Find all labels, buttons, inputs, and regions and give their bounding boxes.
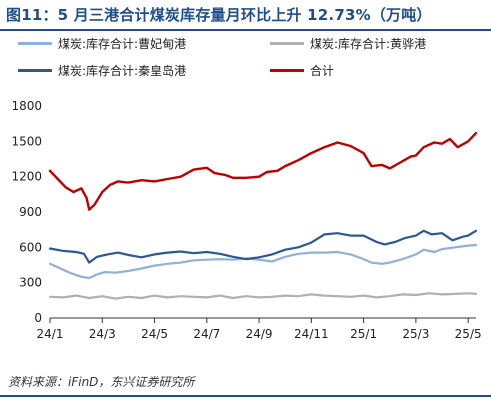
- y-axis: 0 300 600 900 1200 1500 1800: [11, 99, 42, 325]
- x-tick-label: 24/3: [89, 327, 116, 341]
- legend-item-total: 合计: [270, 62, 334, 79]
- y-tick-label: 900: [19, 205, 42, 219]
- source-note: 资料来源：iFinD，东兴证券研究所: [8, 375, 195, 389]
- series-line-qinhuangdao: [48, 229, 478, 264]
- x-tick-label: 24/1: [37, 327, 64, 341]
- series-layer: [48, 131, 478, 300]
- title-divider: [0, 29, 491, 31]
- x-axis: 24/1 24/3 24/5 24/7 24/9 24/11 25/1 25/3 25/5: [37, 317, 482, 341]
- bottom-divider: [0, 395, 491, 397]
- x-tick-label: 25/3: [402, 327, 429, 341]
- legend-label-huanghua: 煤炭:库存合计:黄骅港: [310, 37, 427, 51]
- x-tick-label: 24/11: [294, 327, 329, 341]
- y-tick-label: 600: [19, 240, 42, 254]
- legend-item-huanghua: 煤炭:库存合计:黄骅港: [270, 35, 426, 52]
- legend-swatch-total: [270, 69, 304, 72]
- legend: 煤炭:库存合计:曹妃甸港 煤炭:库存合计:黄骅港 煤炭:库存合计:秦皇岛港 合计: [18, 35, 488, 89]
- x-tick-label: 25/5: [455, 327, 482, 341]
- y-tick-label: 1500: [11, 134, 42, 148]
- legend-label-caofeidian: 煤炭:库存合计:曹妃甸港: [58, 37, 187, 51]
- series-line-total: [48, 131, 478, 211]
- x-tick-label: 24/9: [246, 327, 273, 341]
- legend-swatch-huanghua: [270, 42, 304, 45]
- y-tick-label: 300: [19, 276, 42, 290]
- y-tick-label: 1200: [11, 170, 42, 184]
- legend-label-total: 合计: [310, 64, 335, 78]
- x-tick-label: 24/7: [193, 327, 220, 341]
- chart-title: 图11：5 月三港合计煤炭库存量月环比上升 12.73%（万吨）: [6, 6, 432, 24]
- series-line-caofeidian: [48, 243, 478, 280]
- legend-swatch-caofeidian: [18, 42, 52, 45]
- x-tick-label: 24/5: [141, 327, 168, 341]
- legend-item-caofeidian: 煤炭:库存合计:曹妃甸港: [18, 35, 186, 52]
- series-line-huanghua: [48, 292, 478, 300]
- legend-label-qinhuangdao: 煤炭:库存合计:秦皇岛港: [58, 64, 187, 78]
- legend-swatch-qinhuangdao: [18, 69, 52, 72]
- y-tick-label: 1800: [11, 99, 42, 113]
- x-tick-label: 25/1: [350, 327, 377, 341]
- y-tick-label: 0: [34, 311, 42, 325]
- legend-item-qinhuangdao: 煤炭:库存合计:秦皇岛港: [18, 62, 186, 79]
